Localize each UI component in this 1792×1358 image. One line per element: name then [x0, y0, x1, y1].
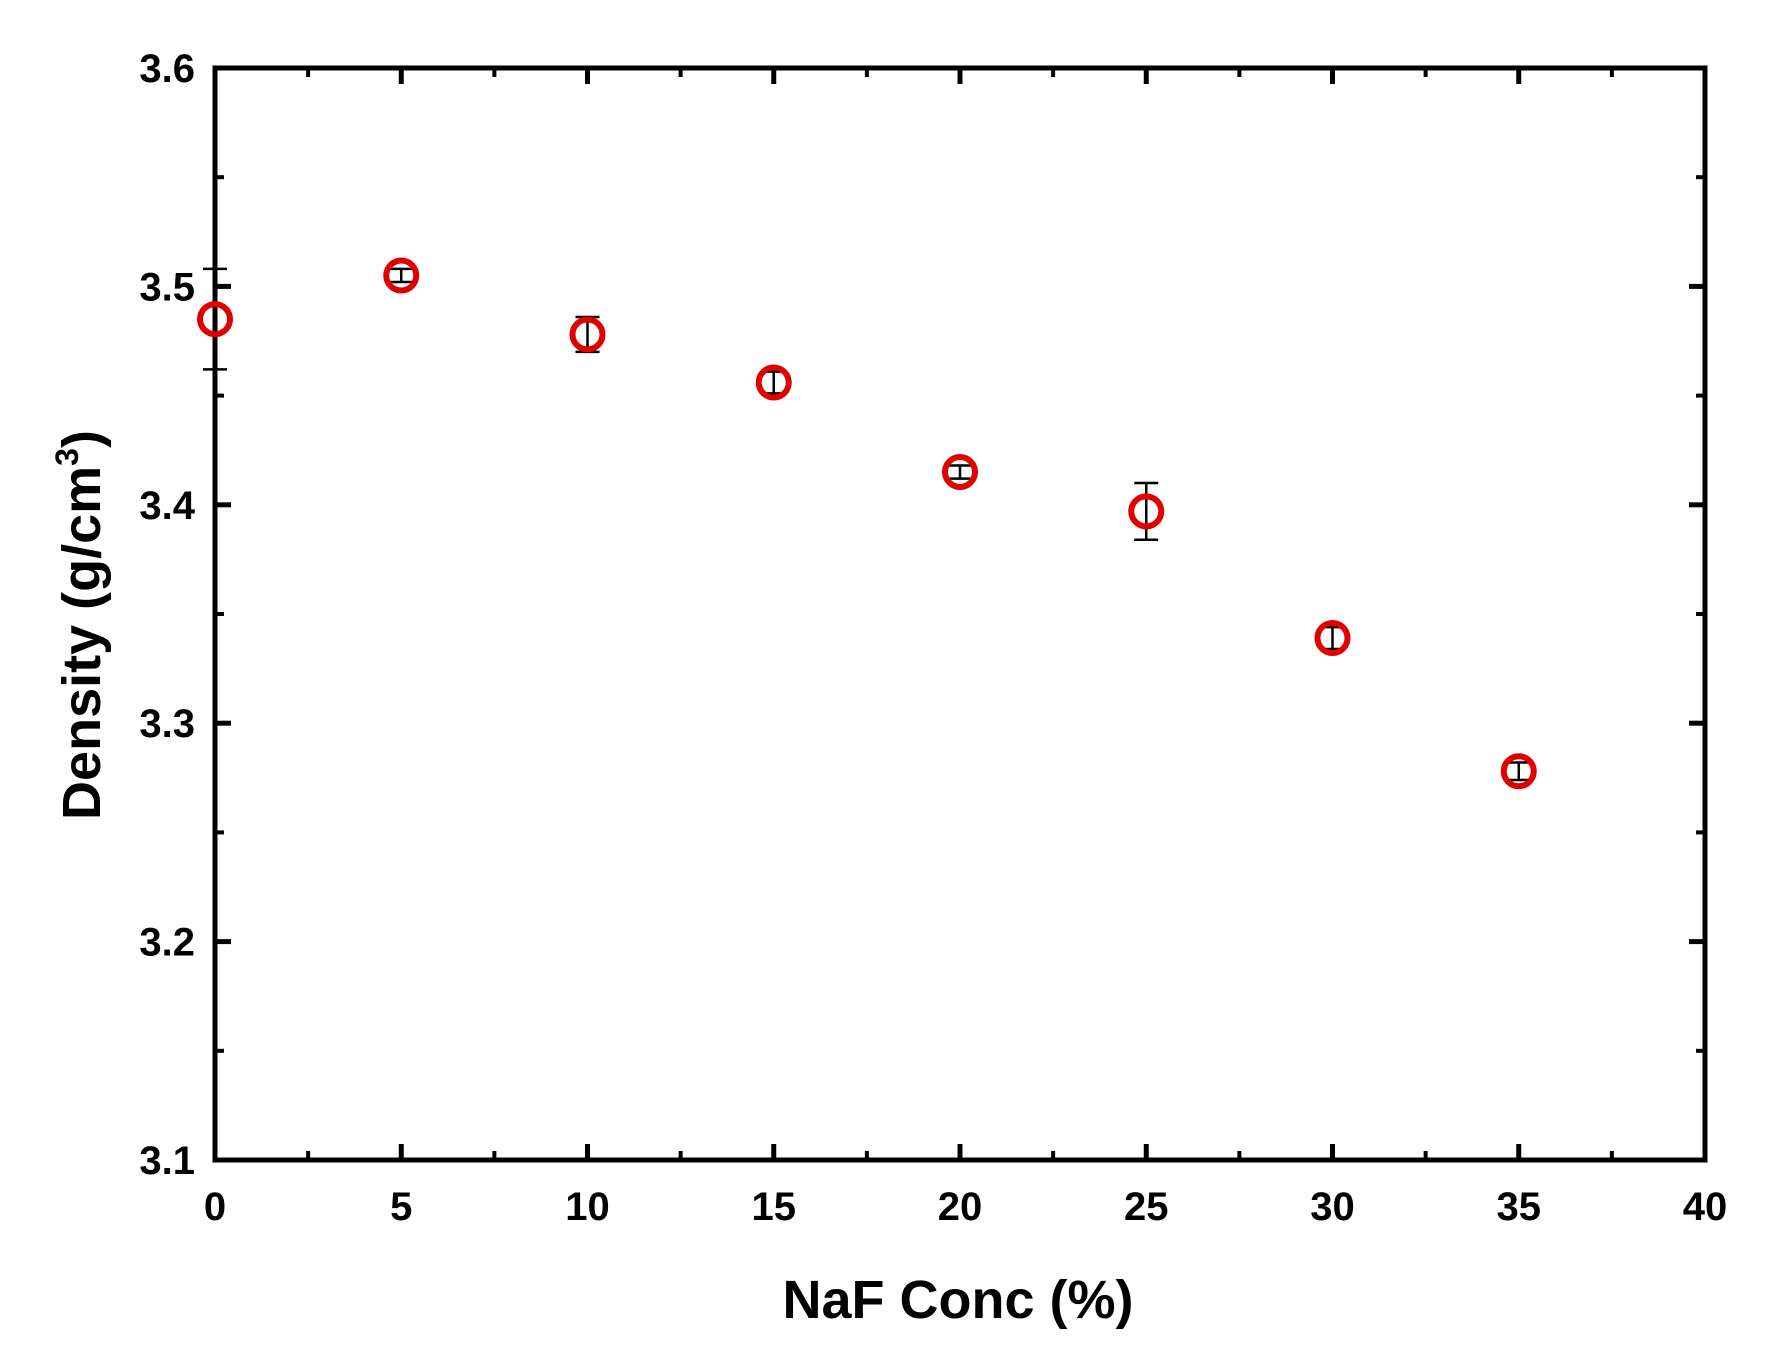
data-point [383, 257, 420, 294]
y-axis-title-main: Density (g/cm [52, 466, 112, 820]
y-tick-label: 3.5 [139, 265, 195, 309]
error-bars [203, 267, 1531, 782]
error-bar [389, 267, 414, 284]
data-point [1128, 493, 1165, 530]
x-tick-label: 30 [1310, 1185, 1355, 1229]
x-axis: 0 5 10 15 20 25 30 35 40 [204, 68, 1727, 1229]
x-axis-title: NaF Conc (%) [783, 1270, 1134, 1330]
data-point [942, 454, 978, 491]
y-tick-label: 3.1 [139, 1139, 195, 1183]
x-tick-label: 5 [390, 1185, 412, 1229]
x-tick-label: 0 [204, 1185, 226, 1229]
data-point [1314, 620, 1351, 657]
data-point [197, 301, 233, 338]
y-tick-label: 3.2 [139, 921, 195, 965]
data-point [1500, 753, 1537, 790]
x-tick-label: 20 [938, 1185, 983, 1229]
x-tick-label: 15 [752, 1185, 797, 1229]
x-tick-label: 10 [565, 1185, 610, 1229]
error-bar [1506, 761, 1531, 782]
error-bar [1320, 625, 1345, 651]
plot-frame [212, 65, 1708, 1163]
data-points [197, 257, 1537, 790]
x-tick-label: 40 [1683, 1185, 1728, 1229]
error-bar [948, 464, 972, 480]
y-axis-title-sup: 3 [49, 448, 85, 466]
y-tick-label: 3.6 [139, 47, 195, 91]
x-tick-label: 35 [1497, 1185, 1542, 1229]
y-axis: 3.1 3.2 3.3 3.4 3.5 3.6 [139, 47, 1705, 1183]
plot-area [212, 65, 1708, 1163]
error-bar [761, 370, 786, 395]
data-point [755, 364, 792, 401]
error-bar [1134, 481, 1159, 541]
error-bar [203, 267, 227, 371]
y-tick-label: 3.3 [139, 702, 195, 746]
y-tick-label: 3.4 [139, 484, 195, 528]
y-axis-title: Density (g/cm3) [49, 430, 112, 820]
x-tick-label: 25 [1124, 1185, 1169, 1229]
y-axis-title-end: ) [52, 430, 112, 448]
data-point [569, 316, 606, 353]
